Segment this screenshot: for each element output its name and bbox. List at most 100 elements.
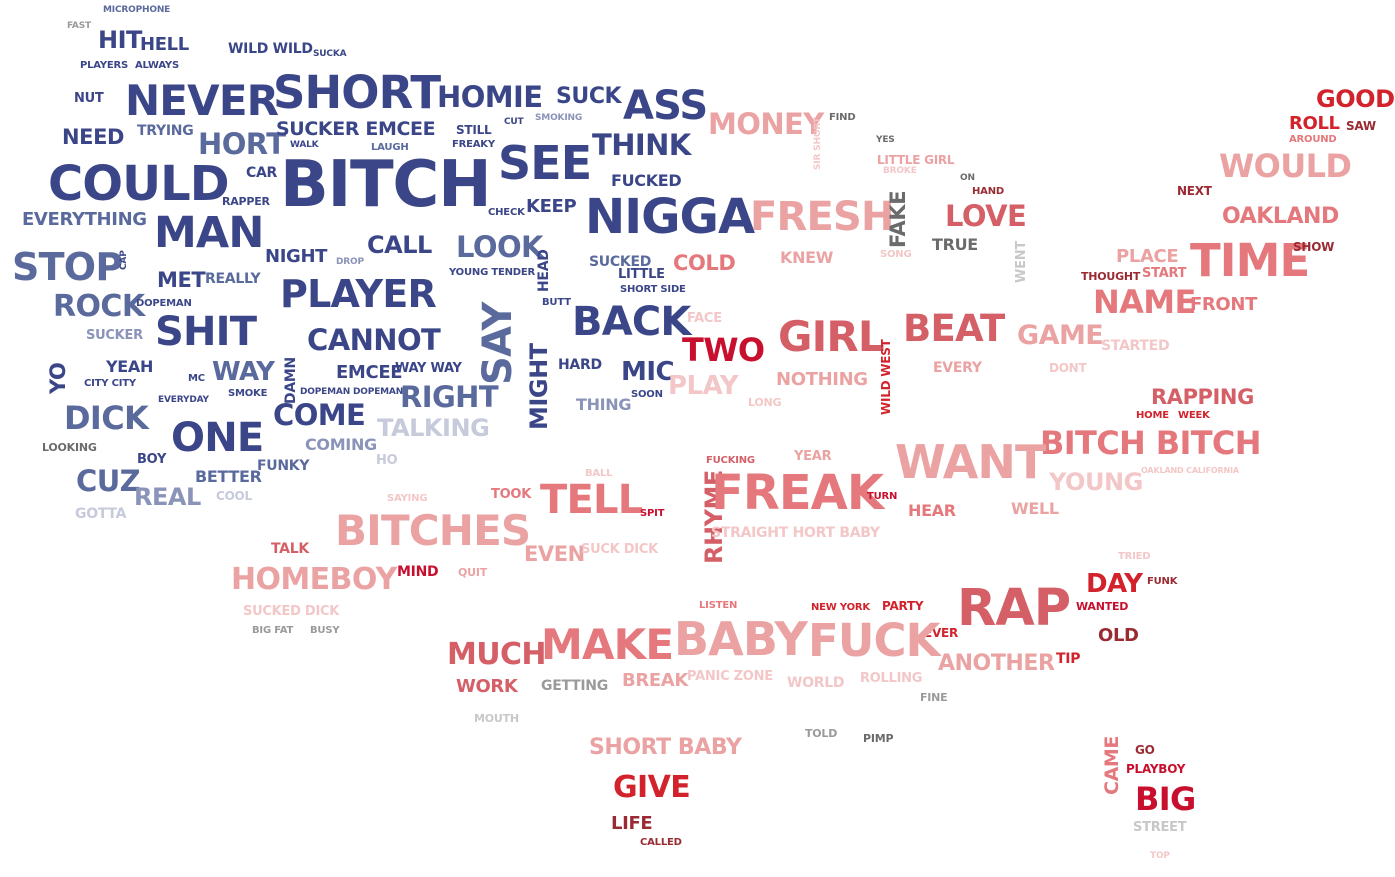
word-talking: TALKING: [377, 414, 490, 442]
word-come: COME: [273, 398, 366, 432]
word-street: STREET: [1133, 820, 1187, 835]
word-bitch: BITCH: [280, 148, 492, 222]
word-check: CHECK: [488, 207, 525, 218]
word-ball: BALL: [585, 468, 613, 479]
word-keep: KEEP: [526, 196, 577, 217]
word-look: LOOK: [456, 230, 543, 264]
word-dopeman: DOPEMAN: [136, 298, 192, 309]
word-beat: BEAT: [903, 307, 1005, 350]
word-funk: FUNK: [1147, 576, 1178, 587]
word-night: NIGHT: [265, 246, 328, 267]
word-sucker: SUCKER: [86, 328, 143, 343]
word-panic-zone: PANIC ZONE: [687, 669, 773, 684]
word-short-baby: SHORT BABY: [589, 735, 742, 760]
word-game: GAME: [1017, 320, 1104, 351]
word-old: OLD: [1098, 625, 1139, 646]
word-fucked: FUCKED: [611, 171, 682, 190]
word-tell: TELL: [540, 477, 643, 523]
word-little: LITTLE: [618, 267, 665, 282]
word-ass: ASS: [623, 83, 708, 129]
word-saying: SAYING: [387, 493, 428, 504]
word-sucked: SUCKED: [589, 254, 652, 270]
word-called: CALLED: [640, 837, 682, 848]
word-see: SEE: [498, 136, 592, 190]
word-well: WELL: [1011, 499, 1059, 518]
word-fast: FAST: [67, 21, 91, 31]
word-emcee: EMCEE: [336, 362, 403, 383]
word-little-girl: LITTLE GIRL: [877, 153, 955, 167]
word-rapping: RAPPING: [1151, 385, 1254, 409]
word-saw: SAW: [1346, 119, 1376, 133]
word-call: CALL: [367, 231, 432, 259]
word-way-way: WAY WAY: [395, 361, 462, 376]
word-say: SAY: [475, 302, 521, 385]
word-dopeman-dopeman: DOPEMAN DOPEMAN: [300, 387, 404, 397]
word-might: MIGHT: [525, 343, 553, 430]
word-dick: DICK: [64, 399, 149, 437]
word-head: HEAD: [536, 249, 552, 292]
word-long: LONG: [748, 396, 782, 409]
word-hit: HIT: [98, 26, 142, 54]
word-mc: MC: [188, 373, 205, 384]
word-tip: TIP: [1056, 651, 1081, 667]
word-love: LOVE: [945, 199, 1027, 233]
word-mic: MIC: [621, 357, 675, 387]
word-two: TWO: [682, 331, 765, 369]
word-give: GIVE: [613, 770, 691, 805]
word-freak: FREAK: [711, 465, 884, 521]
word-oakland: OAKLAND: [1222, 204, 1339, 229]
word-told: TOLD: [805, 727, 838, 740]
word-real: REAL: [134, 483, 201, 511]
word-homeboy: HOMEBOY: [231, 562, 397, 597]
word-face: FACE: [687, 311, 722, 326]
word-always: ALWAYS: [135, 60, 179, 71]
word-took: TOOK: [491, 487, 532, 502]
word-wild-west: WILD WEST: [879, 339, 893, 415]
word-show: SHOW: [1293, 240, 1335, 254]
word-around: AROUND: [1289, 134, 1337, 145]
word-bitches: BITCHES: [335, 506, 531, 555]
word-cap: CAP: [119, 250, 129, 270]
word-hear: HEAR: [908, 501, 956, 520]
word-life: LIFE: [611, 813, 653, 834]
word-hort: HORT: [198, 127, 286, 161]
word-man: MAN: [154, 208, 264, 258]
word-fucking: FUCKING: [706, 455, 755, 466]
word-never: NEVER: [125, 76, 279, 125]
word-on: ON: [960, 173, 975, 183]
word-would: WOULD: [1219, 147, 1352, 185]
word-right: RIGHT: [400, 380, 499, 414]
word-sucker-emcee: SUCKER EMCEE: [276, 118, 436, 140]
word-one: ONE: [171, 415, 264, 461]
word-smoke: SMOKE: [228, 388, 268, 399]
word-pimp: PIMP: [863, 732, 894, 745]
word-rapper: RAPPER: [222, 195, 270, 208]
word-fine: FINE: [920, 691, 948, 704]
word-true: TRUE: [932, 235, 978, 254]
word-butt: BUTT: [542, 297, 571, 308]
word-shit: SHIT: [155, 309, 257, 355]
word-mind: MIND: [397, 564, 439, 580]
word-big: BIG: [1135, 780, 1196, 818]
word-rolling: ROLLING: [860, 671, 923, 686]
word-year: YEAR: [794, 449, 832, 464]
word-car: CAR: [246, 165, 278, 181]
word-turn: TURN: [867, 491, 898, 502]
word-week: WEEK: [1178, 410, 1210, 421]
word-broke: BROKE: [883, 166, 917, 176]
word-go: GO: [1135, 743, 1155, 757]
word-need: NEED: [62, 125, 125, 149]
word-young-tender: YOUNG TENDER: [449, 267, 536, 278]
word-listen: LISTEN: [699, 600, 738, 611]
word-trying: TRYING: [137, 123, 194, 139]
word-even: EVEN: [524, 542, 585, 566]
word-went: WENT: [1014, 241, 1029, 283]
word-funky: FUNKY: [257, 458, 310, 474]
word-stop: STOP: [12, 245, 123, 289]
word-rock: ROCK: [53, 289, 145, 324]
word-busy: BUSY: [310, 625, 340, 636]
word-every: EVERY: [933, 360, 982, 376]
word-soon: SOON: [631, 389, 663, 400]
word-young: YOUNG: [1049, 468, 1143, 496]
word-still: STILL: [456, 123, 492, 137]
